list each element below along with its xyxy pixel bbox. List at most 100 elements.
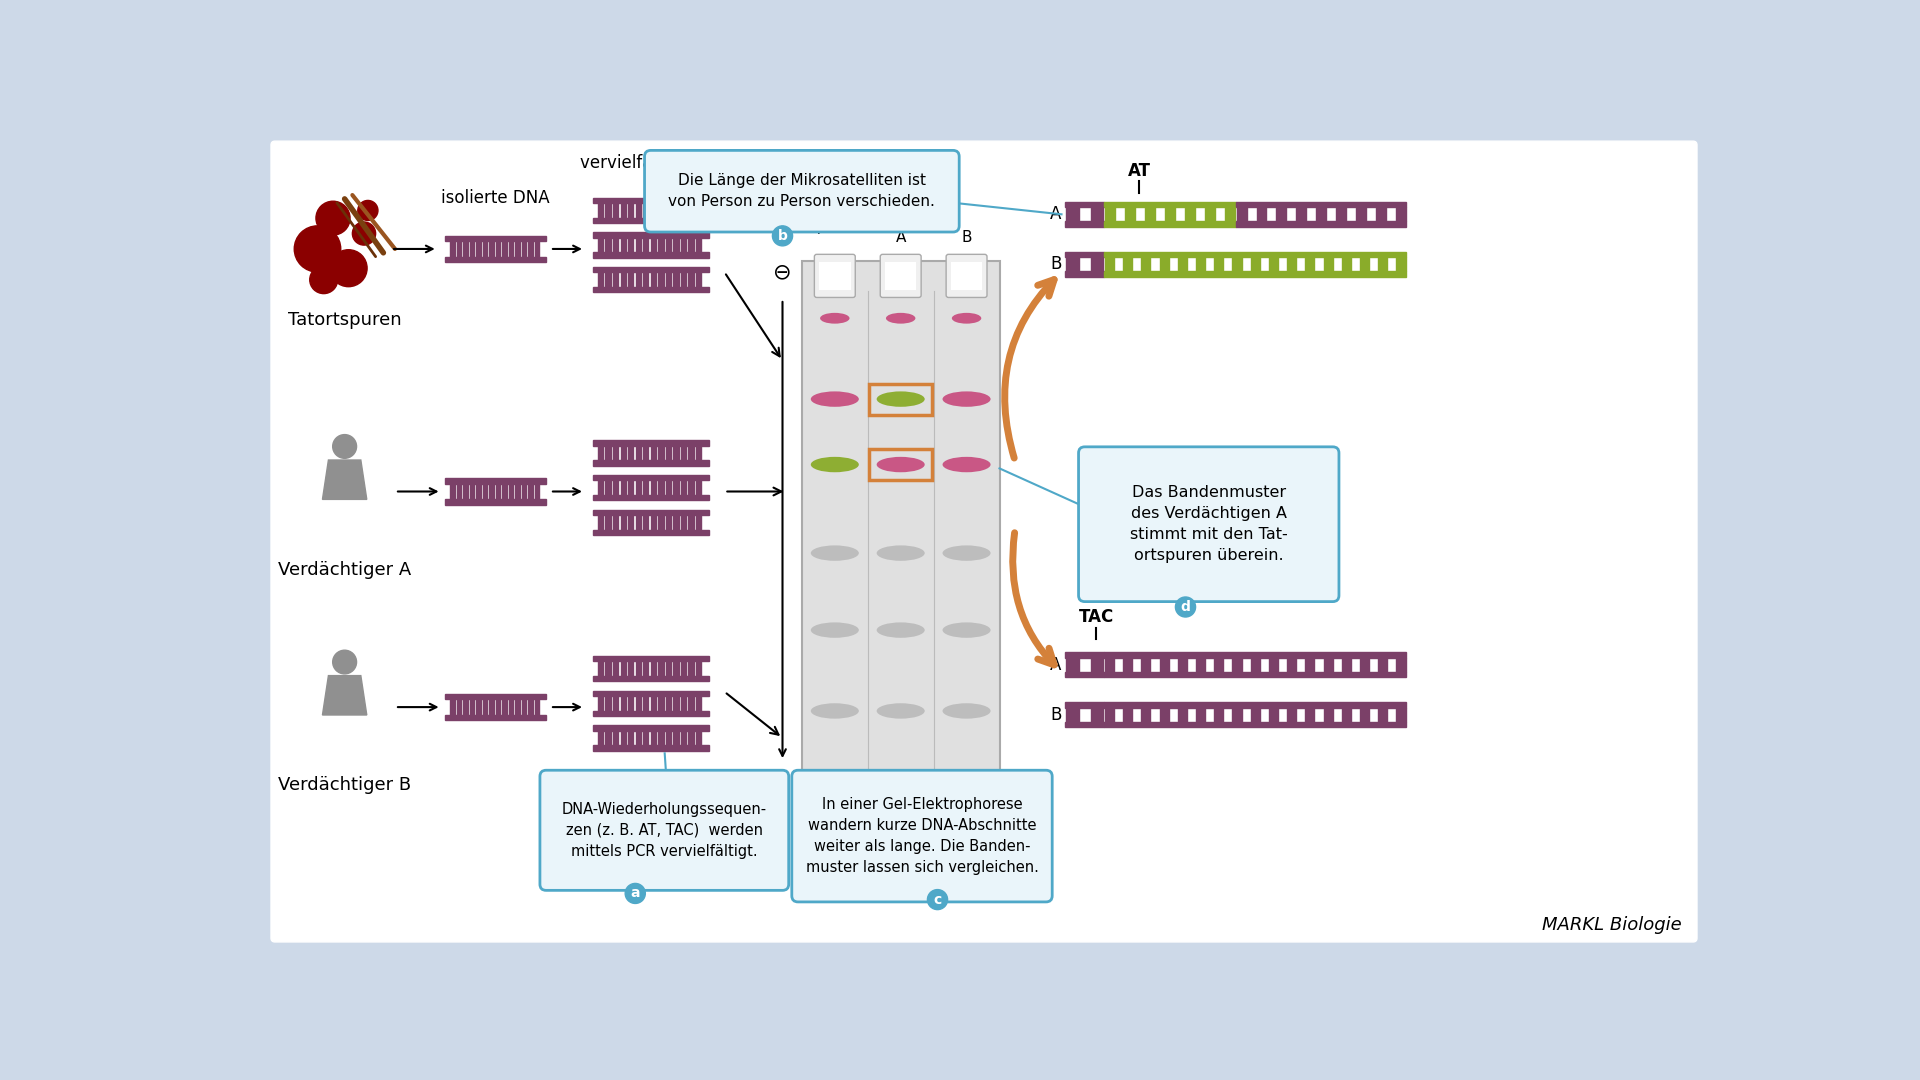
FancyBboxPatch shape (628, 272, 634, 287)
FancyBboxPatch shape (522, 700, 526, 715)
FancyBboxPatch shape (605, 272, 611, 287)
Ellipse shape (810, 703, 858, 718)
FancyBboxPatch shape (612, 515, 618, 529)
FancyBboxPatch shape (449, 484, 455, 499)
FancyBboxPatch shape (1359, 658, 1369, 672)
FancyBboxPatch shape (1104, 202, 1236, 207)
FancyBboxPatch shape (612, 203, 618, 218)
FancyBboxPatch shape (612, 272, 618, 287)
FancyBboxPatch shape (659, 730, 664, 745)
FancyBboxPatch shape (1213, 257, 1223, 271)
FancyBboxPatch shape (814, 255, 854, 297)
FancyBboxPatch shape (620, 696, 626, 711)
FancyBboxPatch shape (643, 696, 649, 711)
FancyBboxPatch shape (659, 481, 664, 495)
FancyBboxPatch shape (651, 272, 657, 287)
FancyBboxPatch shape (636, 238, 641, 253)
FancyBboxPatch shape (620, 661, 626, 676)
FancyBboxPatch shape (1066, 257, 1079, 271)
Text: MARKL Biologie: MARKL Biologie (1542, 916, 1682, 934)
FancyBboxPatch shape (470, 241, 474, 257)
FancyBboxPatch shape (593, 267, 708, 272)
FancyBboxPatch shape (666, 446, 672, 460)
FancyBboxPatch shape (515, 484, 520, 499)
FancyBboxPatch shape (540, 770, 789, 890)
FancyBboxPatch shape (1379, 257, 1388, 271)
Ellipse shape (810, 457, 858, 472)
FancyBboxPatch shape (1359, 707, 1369, 721)
FancyBboxPatch shape (476, 484, 480, 499)
Circle shape (357, 201, 378, 220)
FancyBboxPatch shape (1104, 672, 1405, 677)
FancyBboxPatch shape (593, 495, 708, 500)
FancyBboxPatch shape (536, 241, 540, 257)
FancyBboxPatch shape (689, 696, 693, 711)
FancyBboxPatch shape (1091, 658, 1104, 672)
Text: isolierte DNA: isolierte DNA (442, 189, 549, 206)
FancyBboxPatch shape (1177, 658, 1187, 672)
FancyBboxPatch shape (643, 661, 649, 676)
FancyBboxPatch shape (620, 481, 626, 495)
FancyBboxPatch shape (689, 203, 693, 218)
FancyBboxPatch shape (674, 515, 678, 529)
FancyBboxPatch shape (1140, 707, 1150, 721)
FancyBboxPatch shape (1165, 207, 1175, 221)
FancyBboxPatch shape (682, 696, 685, 711)
FancyBboxPatch shape (628, 661, 634, 676)
FancyBboxPatch shape (1185, 207, 1194, 221)
FancyBboxPatch shape (628, 203, 634, 218)
FancyBboxPatch shape (1196, 257, 1206, 271)
FancyBboxPatch shape (445, 694, 545, 700)
FancyBboxPatch shape (509, 700, 513, 715)
FancyBboxPatch shape (666, 238, 672, 253)
FancyBboxPatch shape (1177, 707, 1187, 721)
FancyBboxPatch shape (628, 446, 634, 460)
FancyBboxPatch shape (1079, 447, 1338, 602)
FancyBboxPatch shape (620, 730, 626, 745)
FancyBboxPatch shape (651, 730, 657, 745)
FancyBboxPatch shape (593, 198, 708, 203)
FancyBboxPatch shape (1342, 707, 1352, 721)
FancyBboxPatch shape (509, 241, 513, 257)
FancyBboxPatch shape (674, 696, 678, 711)
FancyBboxPatch shape (536, 700, 540, 715)
FancyBboxPatch shape (1306, 658, 1315, 672)
FancyBboxPatch shape (1066, 658, 1079, 672)
Text: AT: AT (1127, 162, 1150, 179)
FancyBboxPatch shape (1315, 207, 1327, 221)
FancyBboxPatch shape (697, 272, 701, 287)
FancyBboxPatch shape (593, 529, 708, 535)
FancyBboxPatch shape (445, 499, 545, 504)
FancyBboxPatch shape (597, 272, 603, 287)
FancyBboxPatch shape (522, 484, 526, 499)
FancyBboxPatch shape (1140, 257, 1150, 271)
FancyBboxPatch shape (470, 700, 474, 715)
FancyBboxPatch shape (457, 700, 461, 715)
FancyBboxPatch shape (463, 700, 468, 715)
FancyBboxPatch shape (697, 203, 701, 218)
FancyBboxPatch shape (515, 241, 520, 257)
FancyBboxPatch shape (1104, 221, 1236, 227)
FancyBboxPatch shape (950, 262, 983, 289)
FancyBboxPatch shape (1296, 207, 1306, 221)
FancyBboxPatch shape (1396, 257, 1405, 271)
FancyBboxPatch shape (522, 241, 526, 257)
FancyBboxPatch shape (612, 481, 618, 495)
Circle shape (927, 890, 948, 909)
FancyBboxPatch shape (1306, 257, 1315, 271)
FancyBboxPatch shape (1066, 207, 1079, 221)
Text: Verdächtiger B: Verdächtiger B (278, 777, 411, 795)
Ellipse shape (820, 313, 849, 324)
FancyBboxPatch shape (947, 255, 987, 297)
Text: In einer Gel-Elektrophorese
wandern kurze DNA-Abschnitte
weiter als lange. Die B: In einer Gel-Elektrophorese wandern kurz… (806, 797, 1039, 875)
FancyBboxPatch shape (674, 730, 678, 745)
FancyBboxPatch shape (674, 272, 678, 287)
FancyBboxPatch shape (666, 730, 672, 745)
Text: c: c (933, 892, 941, 906)
FancyBboxPatch shape (1066, 652, 1104, 658)
Text: A: A (1050, 205, 1062, 224)
FancyBboxPatch shape (1236, 221, 1405, 227)
FancyBboxPatch shape (597, 730, 603, 745)
FancyBboxPatch shape (593, 475, 708, 481)
FancyBboxPatch shape (666, 203, 672, 218)
